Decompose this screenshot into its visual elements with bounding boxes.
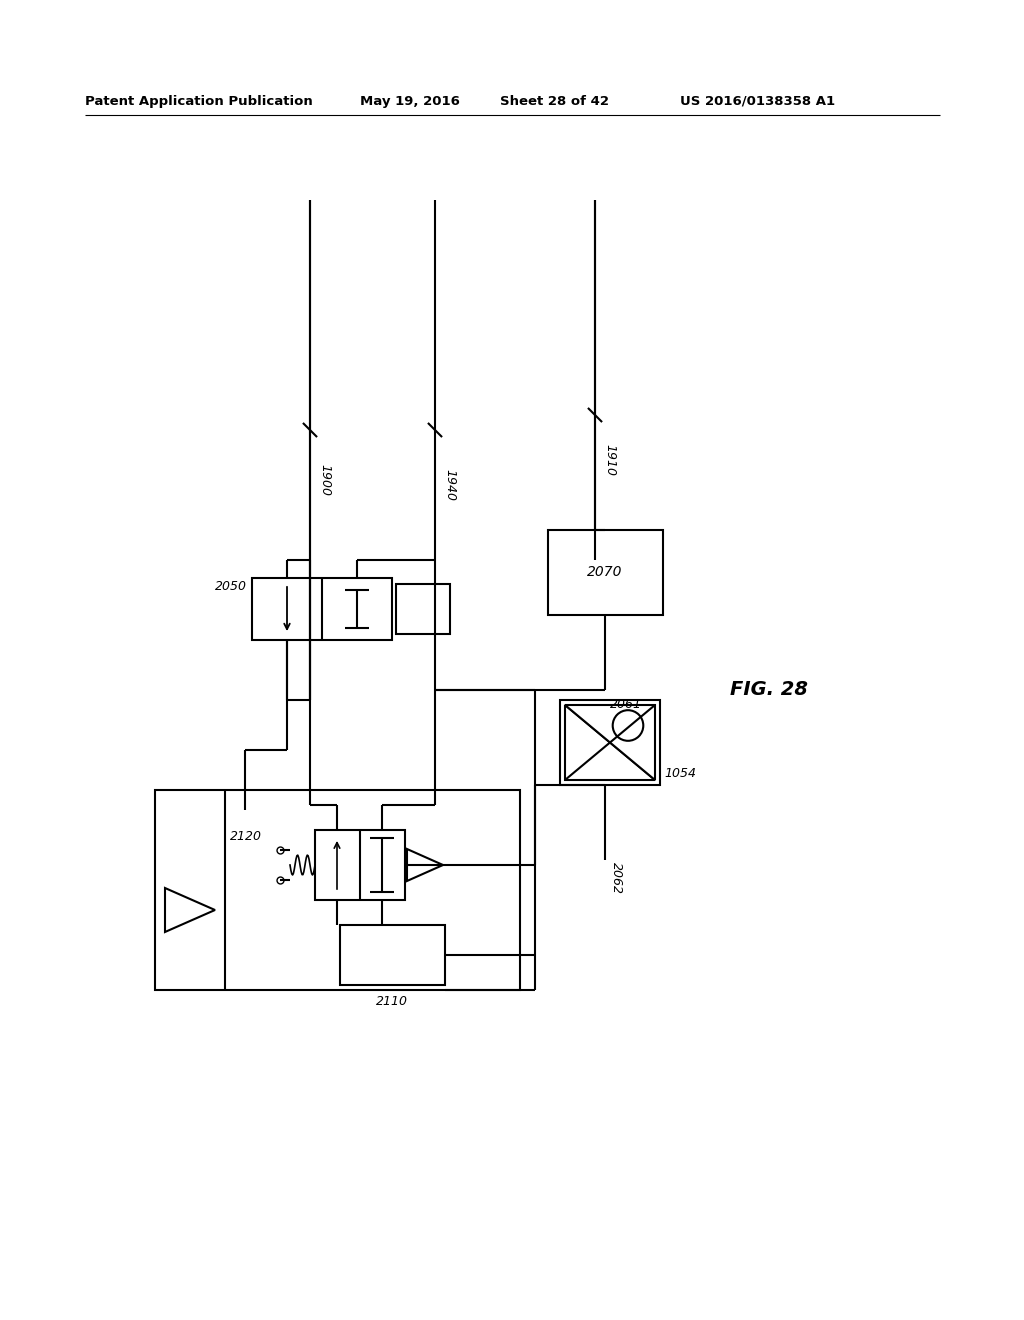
Text: FIG. 28: FIG. 28 — [730, 680, 808, 700]
Bar — [252, 578, 392, 640]
Circle shape — [612, 710, 643, 741]
Text: 2050: 2050 — [215, 579, 247, 593]
Polygon shape — [565, 705, 655, 780]
Text: 2061: 2061 — [610, 698, 642, 711]
Text: Patent Application Publication: Patent Application Publication — [85, 95, 312, 108]
Bar — [548, 531, 663, 615]
Text: 2120: 2120 — [230, 830, 262, 843]
Polygon shape — [165, 888, 215, 932]
Text: US 2016/0138358 A1: US 2016/0138358 A1 — [680, 95, 836, 108]
Text: 2110: 2110 — [376, 995, 408, 1008]
Text: 1940: 1940 — [443, 469, 456, 502]
Text: 1910: 1910 — [603, 444, 616, 477]
Text: May 19, 2016: May 19, 2016 — [360, 95, 460, 108]
Bar — [396, 583, 450, 634]
Text: 2070: 2070 — [587, 565, 623, 579]
Polygon shape — [407, 849, 443, 880]
Bar — [340, 925, 445, 985]
Bar — [560, 700, 660, 785]
Text: 2062: 2062 — [610, 862, 623, 894]
Text: 1900: 1900 — [318, 465, 331, 496]
Text: 1054: 1054 — [664, 767, 696, 780]
Text: Sheet 28 of 42: Sheet 28 of 42 — [500, 95, 609, 108]
Bar — [155, 789, 520, 990]
Polygon shape — [565, 705, 655, 780]
Polygon shape — [404, 593, 440, 624]
Bar — [315, 830, 406, 900]
